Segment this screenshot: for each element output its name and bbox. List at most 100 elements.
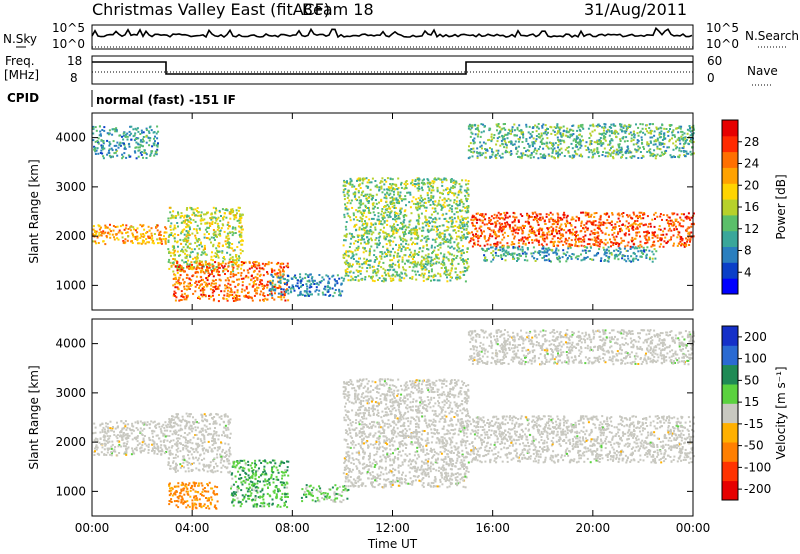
- power-cell: [494, 222, 497, 225]
- power-cell: [411, 179, 414, 182]
- power-cell: [347, 265, 350, 268]
- power-cell: [506, 246, 509, 249]
- power-cell: [156, 229, 159, 232]
- power-cell: [495, 254, 498, 257]
- power-cell: [672, 234, 675, 237]
- power-cell: [180, 290, 183, 293]
- power-cell: [434, 200, 437, 203]
- power-cell: [432, 250, 434, 253]
- power-cell: [274, 289, 277, 292]
- power-cell: [252, 277, 255, 280]
- power-cell: [516, 246, 519, 249]
- power-cell: [594, 237, 597, 240]
- power-cell: [563, 229, 566, 232]
- power-cell: [456, 244, 459, 247]
- power-cell: [365, 270, 368, 273]
- power-cell: [101, 232, 104, 235]
- power-cell: [226, 251, 229, 254]
- power-cell: [407, 232, 410, 235]
- power-cell: [346, 212, 349, 215]
- power-cell: [246, 269, 249, 272]
- power-cell: [182, 282, 185, 285]
- power-cell: [367, 242, 370, 245]
- power-cell: [404, 231, 406, 233]
- power-cell: [226, 292, 229, 295]
- power-cell: [683, 213, 685, 216]
- power-cell: [111, 233, 114, 236]
- power-cell: [281, 262, 284, 265]
- power-cell: [178, 281, 181, 284]
- power-cell: [226, 277, 229, 280]
- power-cell: [181, 230, 184, 233]
- power-cell: [574, 243, 577, 246]
- power-cell: [241, 228, 244, 231]
- power-cell: [539, 135, 542, 138]
- power-cell: [363, 241, 366, 244]
- power-cell: [95, 129, 98, 132]
- power-cell: [537, 239, 540, 242]
- power-cell: [532, 156, 535, 159]
- power-cell: [383, 212, 385, 215]
- power-cell: [384, 193, 387, 196]
- power-cell: [612, 226, 615, 229]
- power-cell: [176, 264, 179, 267]
- power-cell: [644, 242, 647, 245]
- power-cell: [453, 213, 456, 216]
- power-cell: [436, 189, 439, 192]
- power-cell: [211, 263, 214, 266]
- power-cell: [155, 150, 158, 153]
- power-cell: [158, 238, 161, 241]
- power-cell: [625, 249, 628, 252]
- power-cell: [572, 133, 575, 135]
- power-cell: [446, 280, 449, 283]
- power-cell: [119, 144, 122, 147]
- power-cell: [550, 217, 553, 220]
- power-cell: [311, 279, 314, 282]
- power-cell: [445, 256, 448, 259]
- power-cell: [156, 125, 159, 128]
- power-cell: [165, 227, 168, 230]
- power-cell: [139, 143, 142, 146]
- power-cell: [457, 276, 460, 279]
- power-cell: [524, 154, 527, 156]
- power-cell: [413, 229, 416, 232]
- power-cell: [266, 298, 269, 301]
- power-cell: [100, 139, 103, 142]
- power-cell: [433, 211, 436, 213]
- power-cell: [457, 246, 460, 249]
- power-cell: [584, 214, 587, 217]
- power-cell: [374, 242, 377, 245]
- power-cell: [590, 149, 593, 152]
- power-cell: [201, 219, 204, 222]
- power-cell: [459, 277, 462, 279]
- power-cell: [526, 238, 529, 241]
- power-cell: [493, 232, 496, 235]
- power-cell: [682, 219, 685, 222]
- power-cell: [520, 239, 523, 242]
- power-cell: [204, 248, 206, 250]
- power-cell: [511, 128, 514, 131]
- power-cell: [675, 140, 677, 143]
- power-cell: [123, 143, 126, 146]
- power-cell: [414, 262, 417, 265]
- power-cell: [132, 235, 135, 238]
- power-cell: [152, 242, 155, 245]
- power-cell: [436, 212, 439, 215]
- power-cell: [679, 127, 682, 130]
- power-cell: [389, 244, 392, 247]
- power-cell: [271, 271, 273, 273]
- power-cell: [453, 241, 456, 244]
- power-cell: [374, 222, 377, 225]
- power-cell: [525, 255, 527, 258]
- power-cell: [243, 262, 245, 265]
- power-cell: [430, 198, 432, 201]
- power-cell: [408, 201, 411, 204]
- power-cell: [318, 289, 321, 292]
- power-cell: [452, 247, 455, 250]
- power-cell: [308, 279, 311, 282]
- power-cell: [381, 216, 384, 219]
- power-cell: [368, 252, 371, 255]
- power-cell: [228, 242, 231, 244]
- power-cell: [567, 229, 570, 232]
- power-cell: [279, 265, 282, 268]
